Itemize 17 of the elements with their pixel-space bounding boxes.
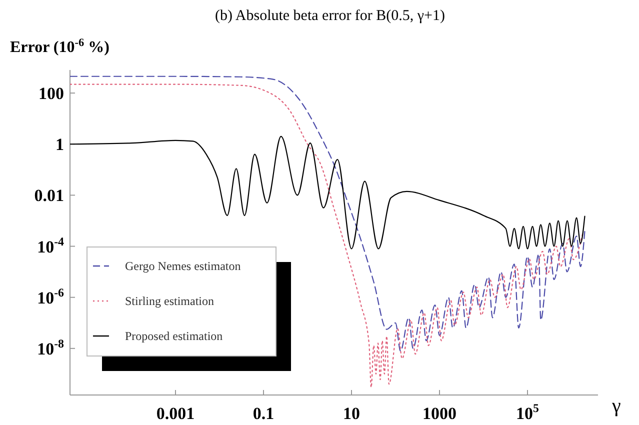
x-tick-label: 10$^{5}$ bbox=[516, 401, 540, 423]
x-axis-title: γ bbox=[611, 395, 621, 417]
y-tick-label: 10$^{-6}$ bbox=[37, 285, 64, 308]
y-tick-label: 0.01 bbox=[34, 186, 64, 206]
y-tick-label: 100 bbox=[38, 84, 64, 104]
x-tick-label: 0.001 bbox=[156, 404, 195, 423]
legend-label: Stirling estimation bbox=[125, 294, 214, 308]
y-tick-label: 10$^{-8}$ bbox=[37, 336, 64, 358]
legend-label: Gergo Nemes estimaton bbox=[125, 259, 241, 273]
legend-label: Proposed estimation bbox=[125, 329, 223, 343]
chart-title: (b) Absolute beta error for B(0.5, γ+1) bbox=[214, 8, 446, 24]
y-axis-title: Error (10$^{-6}$ %) bbox=[10, 37, 110, 56]
y-tick-label: 10$^{-4}$ bbox=[37, 234, 64, 256]
x-tick-label: 0.1 bbox=[252, 404, 274, 423]
x-tick-label: 1000 bbox=[422, 404, 457, 423]
y-tick-label: 1 bbox=[56, 135, 64, 154]
x-tick-label: 10 bbox=[343, 404, 360, 423]
